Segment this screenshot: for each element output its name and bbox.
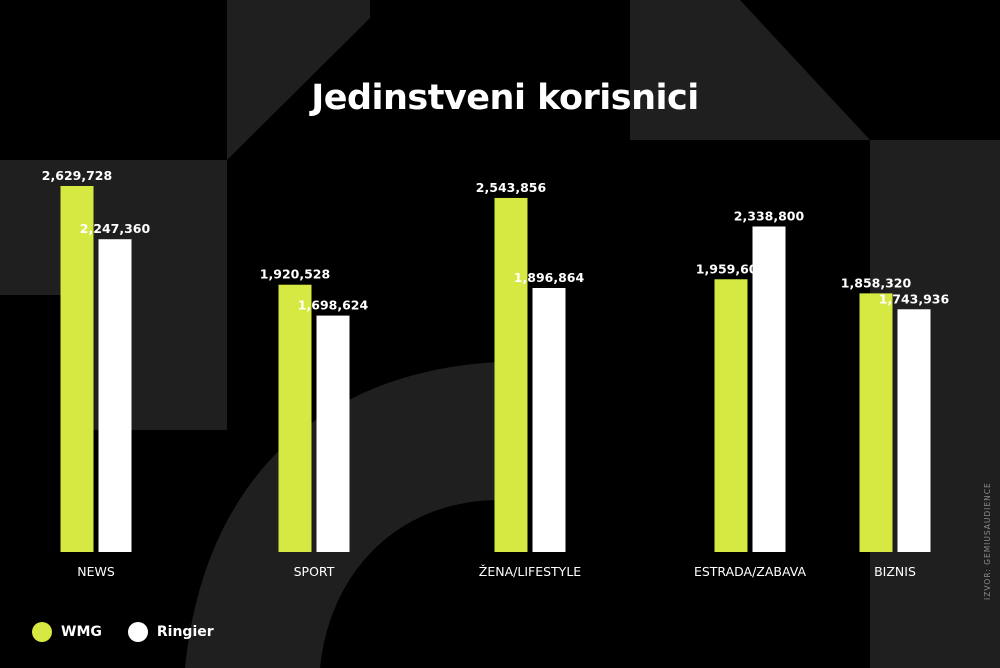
bar-ringier-3 bbox=[752, 226, 786, 552]
chart-title: Jedinstveni korisnici bbox=[311, 78, 699, 118]
bar-ringier-0 bbox=[98, 239, 132, 553]
background-shape bbox=[227, 0, 370, 160]
source-note: IZVOR: GEMIUSAUDIENCE bbox=[983, 482, 992, 600]
background-shape bbox=[630, 0, 870, 140]
bar-ringier-4 bbox=[897, 309, 931, 552]
category-label-1: SPORT bbox=[294, 564, 335, 579]
legend-swatch-wmg bbox=[32, 622, 52, 642]
background-shape bbox=[0, 295, 70, 430]
legend-label-ringier: Ringier bbox=[156, 624, 214, 640]
data-label-wmg-4: 1,858,320 bbox=[841, 275, 912, 290]
legend-swatch-ringier bbox=[127, 622, 148, 642]
category-label-0: NEWS bbox=[77, 564, 115, 579]
legend-label-wmg: WMG bbox=[61, 624, 102, 640]
bar-wmg-0 bbox=[60, 186, 94, 552]
legend: WMG Ringier bbox=[32, 622, 240, 642]
legend-item-wmg: WMG bbox=[32, 622, 102, 642]
data-label-ringier-4: 1,743,936 bbox=[879, 291, 950, 306]
data-label-ringier-1: 1,698,624 bbox=[298, 298, 369, 313]
bar-wmg-4 bbox=[859, 293, 893, 552]
bar-ringier-1 bbox=[316, 315, 350, 552]
data-label-wmg-3: 1,959,600 bbox=[696, 261, 767, 276]
data-label-ringier-2: 1,896,864 bbox=[514, 270, 585, 285]
bar-wmg-2 bbox=[494, 197, 528, 552]
data-label-ringier-0: 2,247,360 bbox=[80, 221, 151, 236]
category-label-2: ŽENA/LIFESTYLE bbox=[479, 564, 581, 579]
category-label-4: BIZNIS bbox=[874, 564, 916, 579]
bar-ringier-2 bbox=[532, 287, 566, 552]
legend-item-ringier: Ringier bbox=[127, 622, 214, 642]
data-label-ringier-3: 2,338,800 bbox=[734, 208, 805, 223]
bar-wmg-3 bbox=[714, 279, 748, 552]
data-label-wmg-0: 2,629,728 bbox=[42, 168, 112, 183]
bar-wmg-1 bbox=[278, 284, 312, 552]
category-label-3: ESTRADA/ZABAVA bbox=[694, 564, 807, 579]
data-label-wmg-2: 2,543,856 bbox=[476, 180, 547, 195]
data-label-wmg-1: 1,920,528 bbox=[260, 267, 330, 282]
